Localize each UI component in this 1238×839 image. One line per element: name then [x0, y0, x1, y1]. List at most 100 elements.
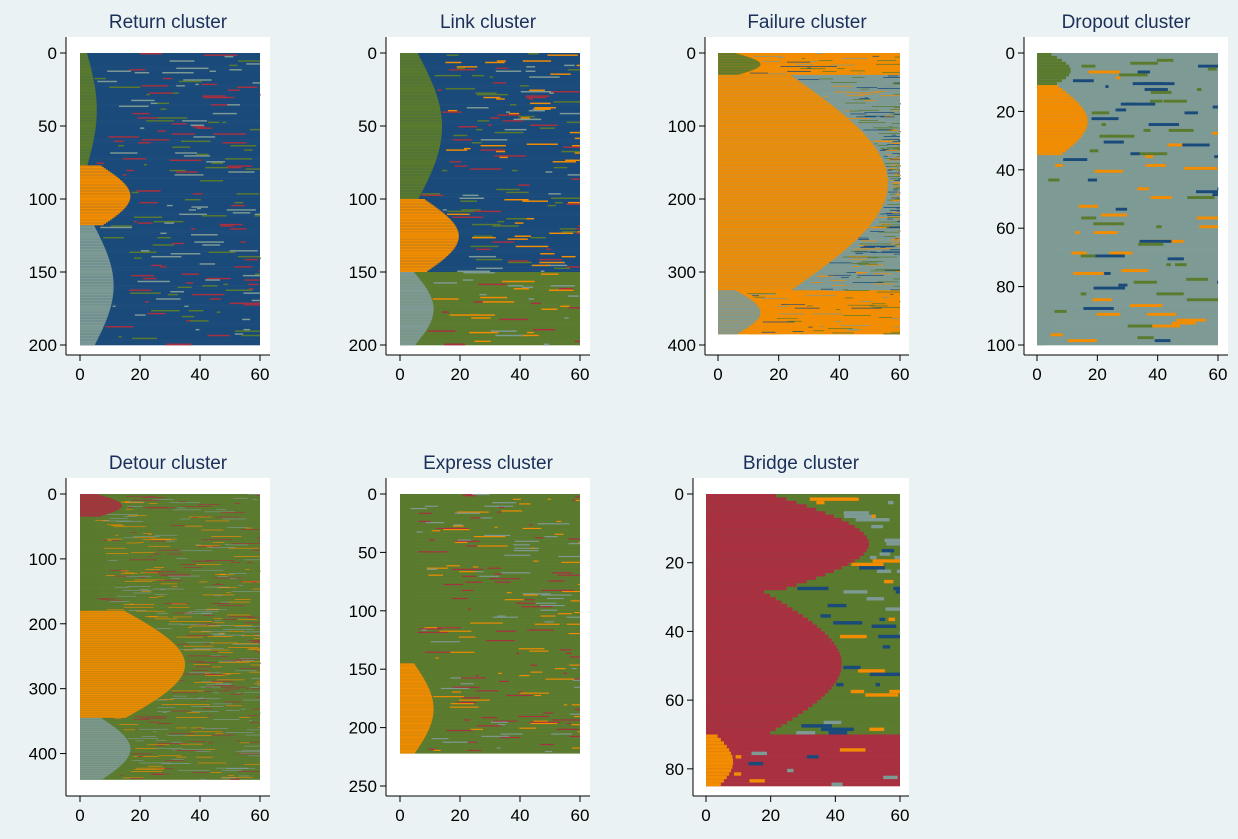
sequence-row [80, 123, 260, 125]
sequence-segment [520, 90, 552, 93]
sequence-segment [435, 657, 439, 659]
sequence-row [80, 276, 260, 279]
sequence-segment [1196, 216, 1218, 220]
sequence-segment [110, 225, 132, 228]
sequence-segment [547, 498, 551, 501]
sequence-segment [532, 328, 556, 331]
sequence-segment [558, 288, 574, 290]
sequence-segment [525, 70, 536, 73]
sequence-segment [80, 691, 168, 693]
sequence-segment [850, 113, 867, 115]
sequence-segment [243, 304, 260, 306]
sequence-segment [1037, 155, 1045, 159]
sequence-segment [122, 590, 153, 591]
sequence-segment [718, 283, 801, 285]
sequence-segment [250, 664, 260, 666]
sequence-segment [80, 512, 111, 514]
sequence-row [400, 206, 580, 209]
sequence-segment [1138, 242, 1164, 247]
sequence-segment [879, 552, 891, 557]
sequence-segment [100, 599, 109, 601]
sequence-segment [175, 171, 198, 174]
sequence-segment [830, 82, 857, 84]
sequence-row [1037, 272, 1218, 276]
sequence-segment [822, 71, 837, 73]
sequence-segment [866, 597, 885, 601]
sequence-segment [157, 580, 183, 582]
sequence-segment [400, 752, 416, 754]
sequence-segment [80, 171, 111, 174]
sequence-segment [1075, 231, 1080, 235]
sequence-segment [888, 226, 900, 228]
sequence-row [718, 296, 900, 298]
sequence-segment [80, 587, 101, 589]
sequence-row [80, 769, 260, 771]
sequence-row [400, 519, 580, 522]
sequence-row [1037, 163, 1218, 168]
sequence-segment [80, 729, 118, 731]
sequence-segment [80, 531, 98, 533]
sequence-segment [718, 117, 848, 119]
sequence-row [80, 737, 260, 739]
sequence-segment [883, 333, 900, 335]
sequence-segment [400, 282, 423, 284]
sequence-segment [148, 616, 169, 618]
sequence-segment [189, 741, 206, 743]
sequence-segment [80, 530, 98, 532]
sequence-segment [80, 577, 104, 579]
sequence-segment [80, 662, 185, 664]
sequence-segment [80, 626, 152, 628]
sequence-segment [718, 94, 819, 96]
sequence-row [706, 494, 900, 498]
sequence-row [80, 311, 260, 314]
sequence-row [718, 53, 900, 55]
sequence-segment [1087, 178, 1098, 182]
sequence-segment [1199, 225, 1218, 229]
sequence-segment [559, 649, 572, 651]
sequence-segment [518, 217, 535, 220]
sequence-row [400, 603, 580, 606]
sequence-segment [257, 671, 260, 673]
sequence-segment [222, 518, 247, 520]
sequence-row [80, 337, 260, 340]
sequence-segment [718, 143, 873, 145]
sequence-segment [527, 629, 554, 631]
sequence-segment [80, 570, 105, 572]
sequence-segment [227, 166, 242, 169]
sequence-segment [718, 107, 836, 109]
sequence-row [400, 588, 580, 591]
sequence-row [718, 85, 900, 87]
sequence-segment [80, 694, 163, 696]
sequence-segment [494, 581, 511, 584]
sequence-row [1037, 254, 1218, 258]
sequence-segment [882, 645, 891, 649]
sequence-segment [400, 498, 409, 501]
sequence-segment [80, 497, 111, 499]
sequence-segment [188, 309, 204, 312]
sequence-segment [1037, 324, 1048, 328]
sequence-segment [1093, 231, 1118, 235]
sequence-row [400, 687, 580, 690]
sequence-row [706, 583, 900, 588]
sequence-segment [400, 169, 433, 172]
sequence-segment [400, 188, 424, 191]
sequence-segment [400, 573, 417, 575]
sequence-row [80, 746, 260, 748]
sequence-segment [718, 191, 888, 193]
sequence-segment [400, 54, 419, 57]
sequence-row [80, 239, 260, 242]
sequence-segment [718, 74, 791, 76]
sequence-segment [521, 606, 553, 608]
sequence-row [400, 312, 580, 315]
sequence-segment [213, 617, 222, 619]
sequence-row [706, 610, 900, 615]
sequence-row [718, 279, 900, 281]
sequence-segment [1037, 199, 1051, 203]
sequence-segment [718, 63, 761, 65]
sequence-segment [80, 118, 97, 121]
sequence-segment [234, 333, 244, 336]
sequence-segment [80, 250, 107, 252]
sequence-segment [225, 710, 240, 712]
sequence-segment [718, 204, 883, 206]
sequence-row [718, 327, 900, 329]
